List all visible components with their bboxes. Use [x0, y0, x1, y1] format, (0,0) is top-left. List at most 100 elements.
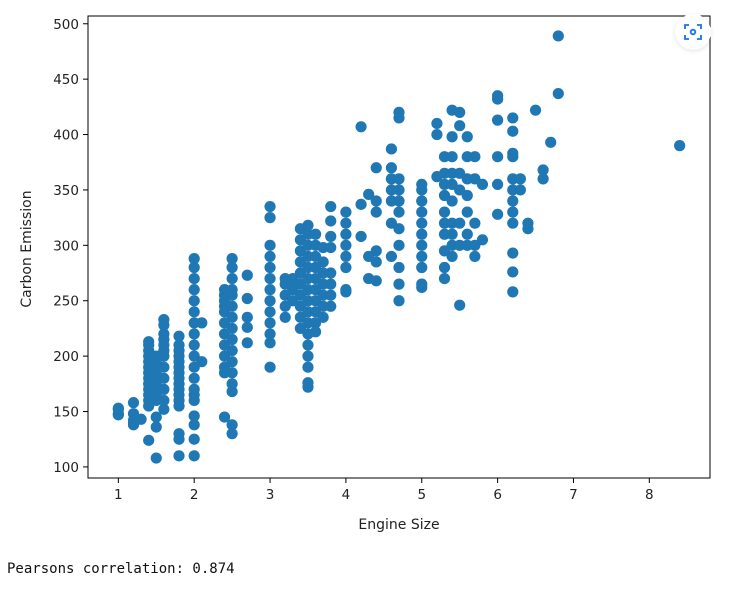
- data-point: [264, 200, 276, 213]
- focus-view-button[interactable]: [675, 14, 711, 50]
- data-point: [317, 256, 329, 268]
- data-point: [325, 230, 337, 243]
- data-point: [340, 228, 352, 240]
- x-tick-label: 4: [342, 487, 351, 503]
- data-point: [438, 272, 451, 285]
- y-tick-label: 450: [53, 72, 79, 88]
- data-point: [264, 212, 276, 224]
- data-point: [158, 403, 170, 415]
- x-axis-label: Engine Size: [358, 517, 439, 533]
- data-point: [226, 284, 238, 296]
- data-point: [241, 269, 253, 281]
- data-point: [492, 151, 504, 163]
- data-point: [507, 147, 519, 159]
- data-point: [226, 253, 238, 265]
- data-point: [552, 30, 564, 42]
- data-point: [340, 206, 352, 218]
- data-point: [302, 339, 314, 351]
- data-point: [552, 87, 564, 100]
- data-point: [529, 104, 542, 116]
- data-point: [264, 261, 276, 274]
- data-point: [317, 311, 329, 323]
- data-point: [158, 372, 170, 384]
- data-point: [226, 428, 238, 440]
- data-point: [264, 317, 276, 329]
- data-point: [188, 419, 200, 431]
- data-point: [416, 239, 428, 251]
- data-point: [416, 195, 428, 207]
- data-point: [241, 311, 253, 323]
- data-point: [469, 217, 481, 229]
- data-point: [461, 206, 473, 218]
- data-point: [507, 217, 519, 229]
- data-point: [241, 337, 253, 349]
- data-point: [264, 306, 276, 318]
- data-point: [370, 162, 382, 174]
- data-point: [158, 328, 170, 340]
- data-point: [507, 247, 519, 259]
- data-point: [454, 299, 466, 311]
- correlation-output: Pearsons correlation: 0.874: [7, 561, 235, 577]
- data-point: [393, 195, 405, 207]
- y-tick-label: 400: [53, 128, 79, 144]
- data-point: [218, 411, 231, 423]
- data-point: [264, 239, 276, 251]
- data-point: [112, 402, 124, 414]
- data-point: [150, 452, 162, 464]
- data-point: [264, 284, 276, 296]
- data-point: [416, 278, 428, 290]
- data-point: [438, 261, 451, 274]
- data-point: [446, 131, 458, 143]
- data-point: [454, 106, 466, 118]
- data-point: [226, 385, 238, 398]
- data-point: [340, 250, 352, 263]
- data-point: [173, 450, 185, 462]
- data-point: [196, 356, 208, 368]
- data-point: [241, 321, 253, 333]
- data-point: [446, 195, 458, 207]
- data-point: [507, 112, 519, 124]
- data-point: [173, 330, 185, 342]
- scatter-chart: 1 2 3 4 5 6 7 8 100 150 200 250 300 350 400 450 500 Eng…: [19, 15, 711, 533]
- data-point: [188, 295, 200, 307]
- data-point: [226, 300, 238, 312]
- data-point: [438, 206, 451, 218]
- data-point: [393, 295, 405, 307]
- data-point: [507, 206, 519, 218]
- data-point: [264, 361, 276, 373]
- data-point: [355, 230, 367, 243]
- x-tick-label: 8: [645, 487, 654, 503]
- data-point: [674, 140, 686, 152]
- data-point: [507, 195, 519, 207]
- data-point: [507, 266, 519, 278]
- y-tick-label: 300: [53, 238, 79, 254]
- data-point: [150, 411, 162, 423]
- y-tick-label: 200: [53, 349, 79, 365]
- data-point: [393, 184, 405, 196]
- data-point: [416, 217, 428, 229]
- data-point: [150, 421, 162, 433]
- data-point: [226, 367, 238, 379]
- data-point: [226, 311, 238, 323]
- data-point: [537, 173, 549, 185]
- y-axis: 100 150 200 250 300 350 400 450 500: [53, 17, 88, 476]
- data-point: [507, 125, 519, 137]
- data-point: [416, 228, 428, 240]
- data-point: [325, 300, 337, 312]
- data-point: [302, 361, 314, 373]
- data-point: [127, 397, 140, 409]
- data-point: [416, 250, 428, 263]
- x-tick-label: 6: [493, 487, 502, 503]
- data-point: [143, 336, 155, 348]
- data-point: [522, 217, 534, 229]
- data-point: [507, 286, 519, 298]
- data-point: [188, 433, 200, 445]
- data-point: [370, 206, 382, 218]
- data-point: [476, 234, 489, 246]
- data-point: [309, 228, 322, 240]
- data-point: [143, 434, 155, 446]
- data-point: [492, 90, 504, 102]
- data-point: [188, 339, 200, 351]
- data-point: [469, 250, 481, 263]
- data-point: [385, 162, 398, 174]
